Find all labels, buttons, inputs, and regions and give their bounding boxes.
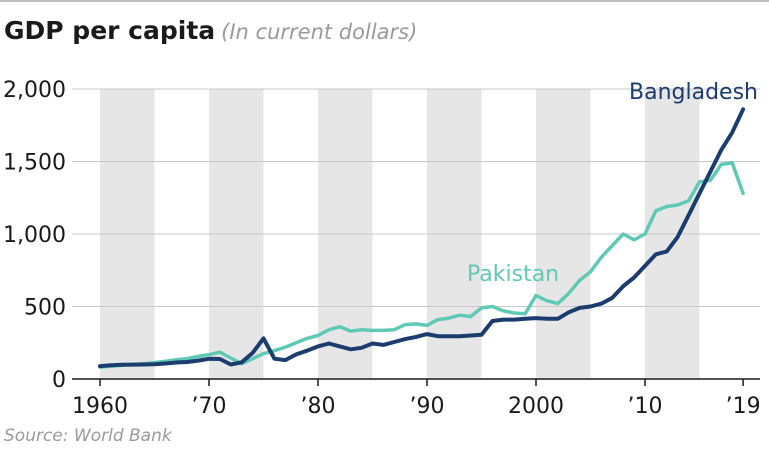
x-axis: 1960 ’70 ’80 ’90 2000 ’10 ’19 — [72, 378, 761, 419]
series-line-bangladesh — [98, 107, 746, 369]
x-tick-label: ’90 — [410, 394, 445, 419]
x-tick-label: 1960 — [72, 394, 128, 419]
y-tick-label: 1,500 — [3, 151, 66, 176]
y-tick-label: 2,000 — [3, 78, 66, 103]
y-tick-label: 500 — [24, 296, 66, 321]
series-lines — [98, 107, 746, 369]
source-note: Source: World Bank — [4, 426, 172, 446]
gdp-line-chart: 0 500 1,000 1,500 2,000 1960 ’70 ’80 ’90 2000 ’10… — [3, 78, 761, 419]
series-labels: Bangladesh Pakistan — [467, 80, 758, 287]
x-tick-label: 2000 — [508, 394, 564, 419]
x-tick-label: ’19 — [726, 394, 761, 419]
chart-subtitle: (In current dollars) — [221, 20, 418, 44]
x-tick-label: ’10 — [628, 394, 663, 419]
x-tick-label: ’70 — [192, 394, 227, 419]
series-line-pakistan — [98, 161, 745, 369]
series-label-bangladesh: Bangladesh — [629, 80, 758, 105]
series-label-pakistan: Pakistan — [467, 262, 559, 287]
chart-header: GDP per capita (In current dollars) — [4, 16, 417, 45]
x-tick-label: ’80 — [301, 394, 336, 419]
y-tick-label: 1,000 — [3, 223, 66, 248]
top-rule — [0, 0, 769, 2]
y-axis-labels: 0 500 1,000 1,500 2,000 — [3, 78, 66, 393]
y-tick-label: 0 — [52, 368, 66, 393]
chart-title: GDP per capita — [4, 16, 216, 45]
